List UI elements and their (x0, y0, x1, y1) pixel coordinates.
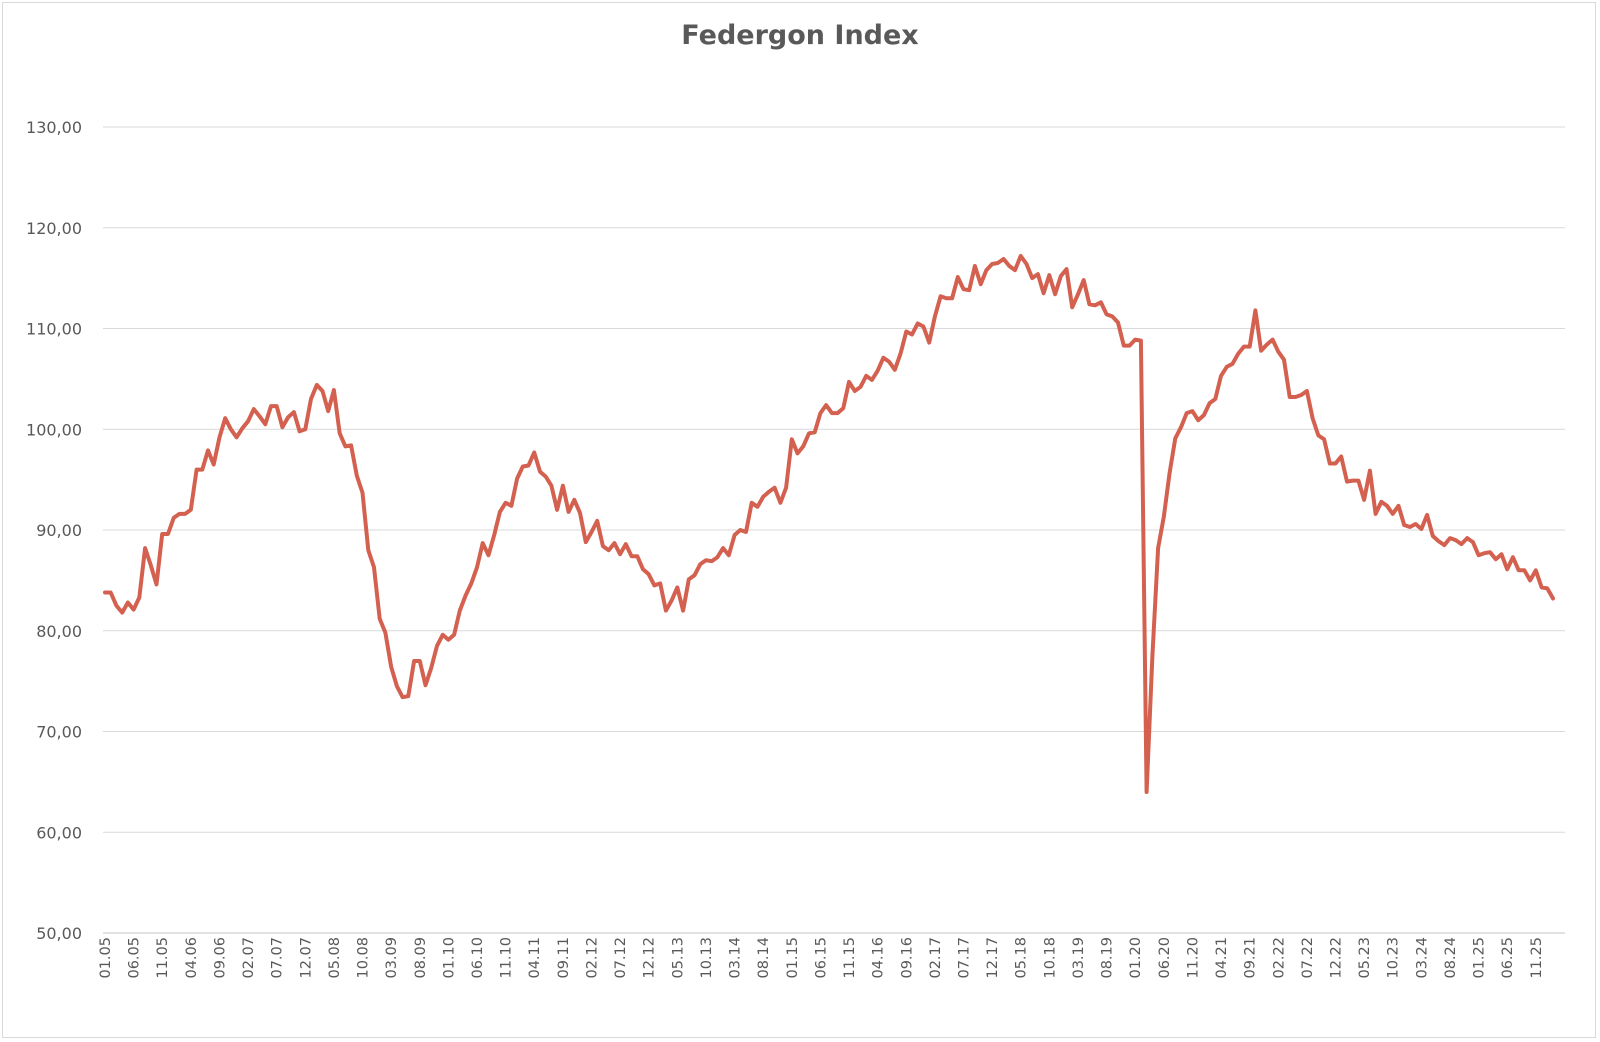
chart-title: Federgon Index (681, 20, 919, 51)
x-tick-label: 12.12 (642, 937, 658, 979)
x-tick-label: 01.25 (1472, 937, 1488, 979)
series-group (103, 254, 1555, 794)
x-tick-label: 09.16 (899, 937, 915, 979)
x-tick-label: 03.14 (728, 937, 744, 979)
x-tick-label: 07.07 (270, 937, 286, 979)
x-tick-label: 06.15 (813, 937, 829, 979)
gridlines (103, 126, 1565, 934)
x-tick-label: 03.09 (384, 937, 400, 979)
x-tick-label: 05.13 (670, 937, 686, 979)
x-tick-label: 09.21 (1243, 937, 1259, 979)
x-tick-label: 04.11 (527, 937, 543, 979)
x-tick-label: 08.09 (413, 937, 429, 979)
x-tick-label: 08.19 (1100, 937, 1116, 979)
x-tick-label: 11.20 (1185, 937, 1201, 979)
x-tick-label: 05.08 (327, 937, 343, 979)
x-tick-label: 08.14 (756, 937, 772, 979)
x-tick-label: 11.05 (155, 937, 171, 979)
y-tick-label: 130,00 (26, 118, 82, 137)
x-tick-label: 07.22 (1300, 937, 1316, 979)
x-tick-label: 10.18 (1042, 937, 1058, 979)
x-tick-label: 02.22 (1271, 937, 1287, 979)
series-line (103, 254, 1555, 794)
x-axis-tick-labels: 01.05 06.05 11.05 04.06 09.06 02.07 07.07 12.07… (98, 937, 1545, 979)
x-tick-label: 06.25 (1500, 937, 1516, 979)
x-tick-label: 05.18 (1014, 937, 1030, 979)
x-tick-label: 11.10 (499, 937, 515, 979)
x-tick-label: 03.24 (1414, 937, 1430, 979)
x-tick-label: 06.05 (127, 937, 143, 979)
x-tick-label: 09.06 (212, 937, 228, 979)
x-tick-label: 01.20 (1128, 937, 1144, 979)
x-tick-label: 12.17 (985, 937, 1001, 979)
y-tick-label: 60,00 (36, 823, 82, 842)
x-tick-label: 08.24 (1443, 937, 1459, 979)
x-tick-label: 07.17 (956, 937, 972, 979)
y-tick-label: 90,00 (36, 521, 82, 540)
x-tick-label: 01.05 (98, 937, 114, 979)
x-tick-label: 04.06 (184, 937, 200, 979)
x-tick-label: 04.21 (1214, 937, 1230, 979)
x-tick-label: 03.19 (1071, 937, 1087, 979)
x-tick-label: 12.22 (1329, 937, 1345, 979)
y-tick-label: 70,00 (36, 723, 82, 742)
x-tick-label: 04.16 (871, 937, 887, 979)
x-tick-label: 10.08 (356, 937, 372, 979)
x-tick-label: 10.23 (1386, 937, 1402, 979)
x-tick-label: 01.15 (785, 937, 801, 979)
y-tick-label: 120,00 (26, 219, 82, 238)
x-tick-label: 05.23 (1357, 937, 1373, 979)
x-tick-label: 09.11 (556, 937, 572, 979)
x-tick-label: 02.12 (584, 937, 600, 979)
x-tick-label: 01.10 (441, 937, 457, 979)
y-tick-label: 80,00 (36, 622, 82, 641)
x-tick-label: 07.12 (613, 937, 629, 979)
y-tick-label: 110,00 (26, 320, 82, 339)
x-tick-label: 11.25 (1529, 937, 1545, 979)
x-tick-label: 06.10 (470, 937, 486, 979)
x-tick-label: 11.15 (842, 937, 858, 979)
x-tick-label: 02.07 (241, 937, 257, 979)
x-tick-label: 02.17 (928, 937, 944, 979)
x-tick-label: 10.13 (699, 937, 715, 979)
y-tick-label: 50,00 (36, 924, 82, 943)
y-axis-tick-labels: 130,00 120,00 110,00 100,00 90,00 80,00 70,00 6… (26, 118, 82, 943)
x-tick-label: 12.07 (298, 937, 314, 979)
x-tick-label: 06.20 (1157, 937, 1173, 979)
y-tick-label: 100,00 (26, 420, 82, 439)
